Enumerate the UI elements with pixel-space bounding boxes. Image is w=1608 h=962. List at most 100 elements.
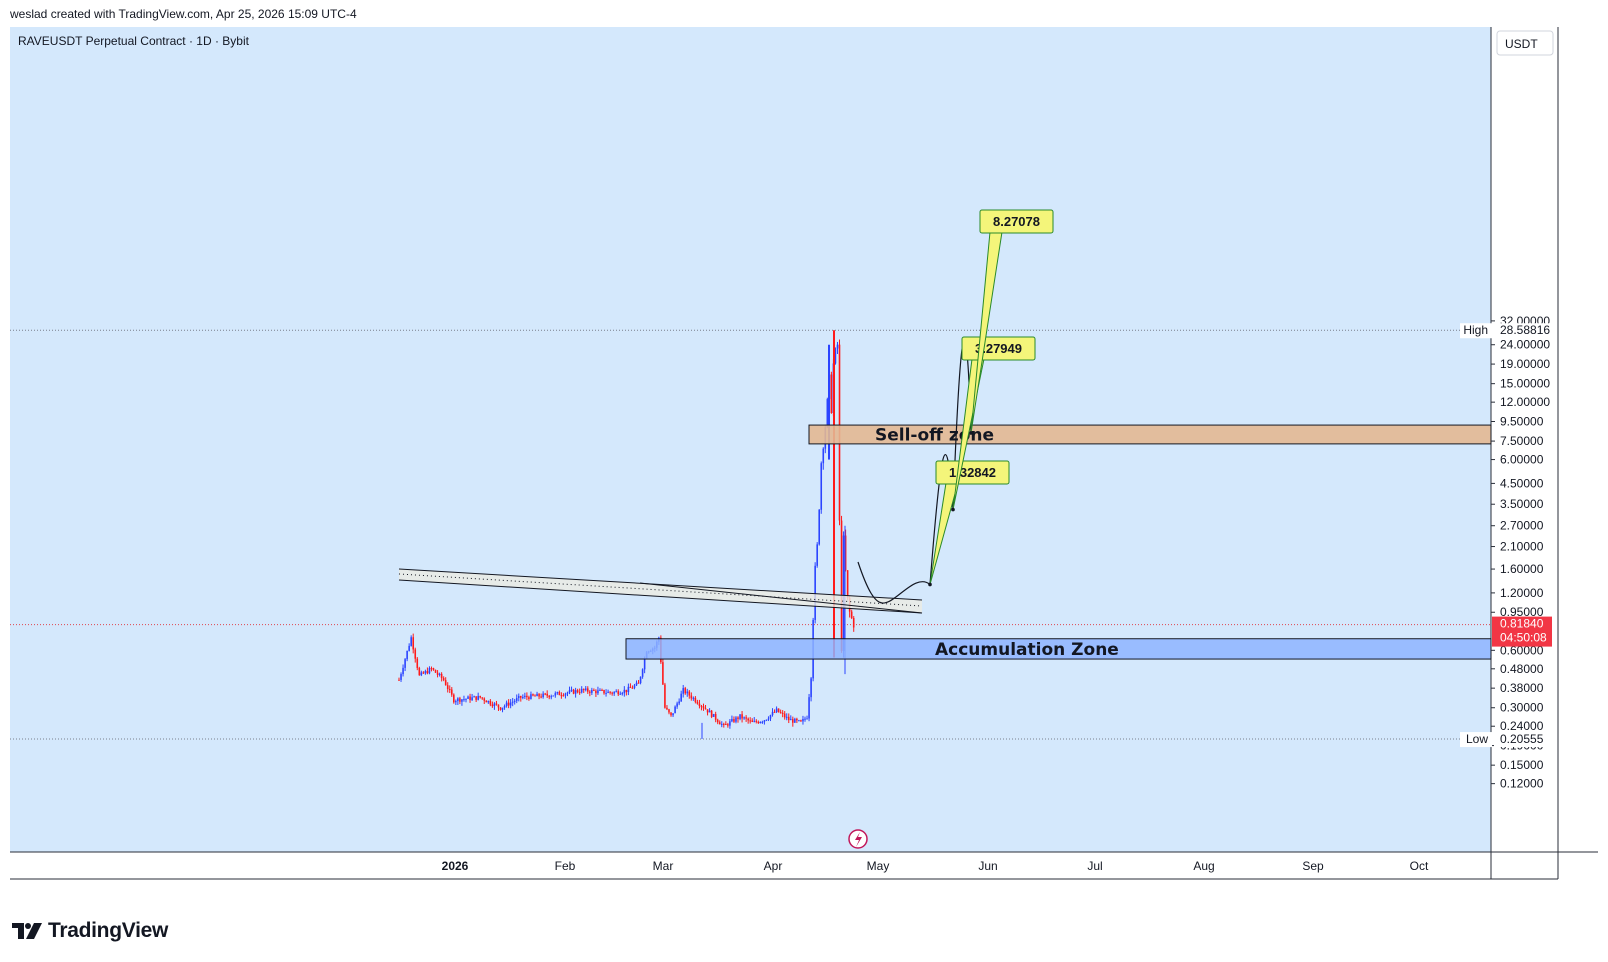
price-tick-label: 9.50000	[1500, 415, 1544, 429]
candle-body	[603, 689, 605, 694]
candle-body	[716, 719, 719, 723]
wedge-trendlines[interactable]	[398, 568, 923, 614]
price-tick-label: 0.30000	[1500, 701, 1544, 715]
candle-body	[487, 700, 490, 703]
candle-body	[501, 707, 504, 710]
candle-body	[627, 686, 630, 693]
candle-body	[842, 535, 845, 651]
candle-body	[696, 701, 699, 704]
candle-body	[576, 690, 579, 693]
candle-body	[787, 716, 790, 721]
candle-body	[471, 697, 473, 701]
candle-body	[584, 688, 587, 691]
candle-body	[410, 637, 412, 646]
candle-body	[489, 700, 492, 705]
price-tick-label: 4.50000	[1500, 476, 1544, 490]
candle-body	[771, 711, 774, 716]
candle-body	[629, 686, 632, 688]
wedge-lower-line[interactable]	[398, 579, 923, 614]
currency-button[interactable]: USDT	[1496, 30, 1554, 56]
candle-body	[684, 688, 687, 694]
candle-body	[599, 689, 601, 691]
candle-body	[532, 694, 534, 696]
candle-body	[670, 712, 672, 716]
candle-body	[852, 618, 855, 628]
accumulation-zone[interactable]: Accumulation Zone	[625, 638, 1492, 660]
candle-body	[499, 707, 502, 710]
candle-body	[475, 696, 477, 700]
candle-body	[526, 695, 528, 698]
high-label: High	[1463, 323, 1488, 337]
candle-body	[810, 678, 812, 698]
candle-body	[509, 702, 512, 706]
candle-body	[495, 703, 498, 705]
candle-body	[560, 695, 563, 697]
time-tick-label: Jun	[978, 859, 997, 873]
tradingview-logo[interactable]: TradingView	[12, 918, 168, 944]
target-label[interactable]: 8.27078	[969, 209, 1054, 435]
candle-body	[566, 692, 569, 694]
candle-body	[609, 691, 611, 693]
candle-body	[444, 680, 447, 686]
event-icon[interactable]	[848, 829, 868, 849]
candle-body	[826, 399, 829, 428]
price-tick-label: 2.10000	[1500, 540, 1544, 554]
candle-body	[538, 693, 540, 697]
target-label[interactable]: 1.32842	[928, 460, 1010, 587]
candle-body	[448, 689, 451, 691]
target-point	[969, 431, 973, 435]
candle-body	[794, 718, 796, 723]
candle-body	[806, 718, 808, 720]
price-chart[interactable]: RAVEUSDT Perpetual Contract · 1D · Bybit…	[10, 27, 1598, 902]
candle-body	[467, 696, 469, 699]
candle-body	[749, 720, 751, 722]
candle-body	[666, 707, 668, 710]
target-label-text: 1.32842	[949, 465, 996, 480]
candle-body	[702, 706, 705, 709]
candle-body	[442, 678, 445, 681]
candle-body	[493, 703, 496, 707]
price-tick-label: 0.95000	[1500, 605, 1544, 619]
candle-body	[589, 691, 591, 693]
candle-body	[465, 698, 467, 700]
candle-body	[440, 673, 443, 679]
candle-body	[753, 720, 756, 722]
candle-body	[635, 682, 638, 686]
target-label-text: 3.27949	[975, 341, 1022, 356]
candle-body	[479, 695, 481, 698]
candle-body	[536, 693, 538, 697]
support-line[interactable]	[639, 582, 923, 614]
candle-body	[400, 674, 402, 680]
candle-body	[426, 671, 429, 674]
candle-body	[485, 700, 488, 703]
sell-off-zone[interactable]: Sell-off zone	[808, 424, 1492, 445]
candle-body	[562, 695, 565, 697]
candle-body	[605, 692, 607, 694]
candle-body	[783, 713, 786, 718]
candle-body	[840, 520, 843, 651]
candle-body	[682, 688, 684, 694]
candle-body	[446, 685, 449, 690]
candle-body	[751, 720, 754, 722]
candle-body	[802, 719, 804, 722]
candle-body	[737, 717, 739, 719]
last-price-tag: 0.81840 04:50:08	[1492, 616, 1552, 647]
candle-body	[473, 696, 475, 698]
candle-body	[706, 709, 709, 713]
price-tick-label: 15.00000	[1500, 377, 1550, 391]
candle-body	[680, 693, 682, 702]
countdown-value: 04:50:08	[1500, 631, 1547, 645]
candle-body	[777, 708, 780, 713]
candle-body	[404, 659, 406, 668]
price-axis[interactable]: 32.0000024.0000019.0000015.0000012.00000…	[1491, 314, 1550, 791]
candle-body	[491, 704, 494, 707]
chart-frame[interactable]: RAVEUSDT Perpetual Contract · 1D · Bybit…	[10, 27, 1598, 902]
wedge-upper-line[interactable]	[398, 568, 923, 601]
candle-body	[808, 697, 810, 719]
candle-body	[455, 701, 457, 703]
time-axis[interactable]: 2026 Feb Mar Apr May Jun Jul Aug Sep Oct	[442, 859, 1429, 873]
last-price-value: 0.81840	[1500, 617, 1544, 631]
candle-body	[834, 348, 837, 364]
price-tick-label: 2.70000	[1500, 519, 1544, 533]
candle-body	[511, 701, 514, 703]
